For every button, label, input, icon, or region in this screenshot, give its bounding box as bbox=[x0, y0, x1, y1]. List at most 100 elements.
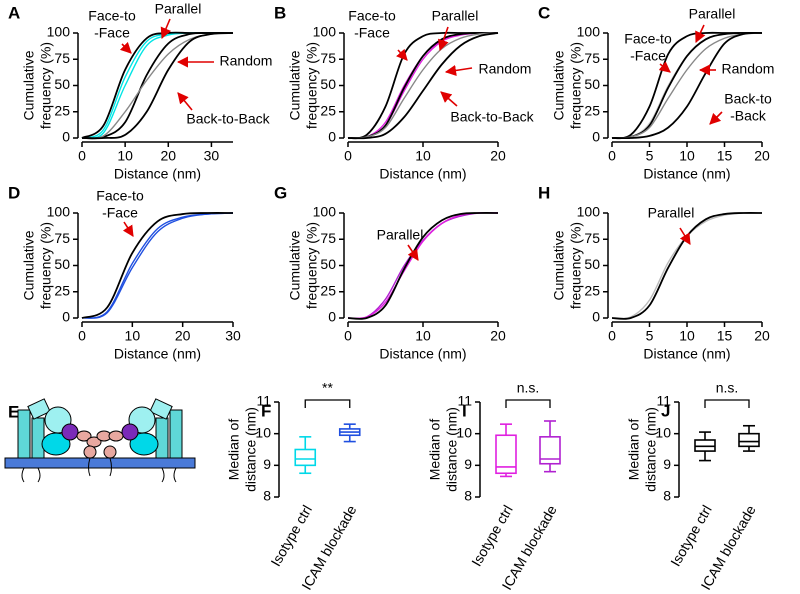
annotation: Parallel bbox=[689, 6, 736, 22]
domain bbox=[17, 409, 31, 459]
annotation-arrow bbox=[440, 91, 458, 107]
y-tick-label: 25 bbox=[54, 282, 70, 298]
y-tick-label: 0 bbox=[592, 309, 600, 325]
x-tick-label: 0 bbox=[78, 328, 86, 344]
annotation: Face-to bbox=[348, 8, 396, 24]
annotation: Random bbox=[479, 61, 532, 77]
y-tick-label: 0 bbox=[62, 309, 70, 325]
x-tick-label: 0 bbox=[344, 328, 352, 344]
domain bbox=[31, 417, 45, 459]
cdf-line bbox=[81, 212, 234, 319]
y-tick-label: 50 bbox=[320, 256, 336, 272]
annotation: Random bbox=[220, 53, 273, 69]
panel-label: E bbox=[8, 402, 19, 421]
x-axis-label: Distance (nm) bbox=[643, 166, 730, 182]
x-tick-label: 10 bbox=[679, 148, 695, 164]
y-axis-label: Cumulative bbox=[21, 50, 37, 120]
annotation: Face-to bbox=[96, 188, 144, 204]
panel-label: J bbox=[661, 401, 670, 420]
cdf-line bbox=[347, 32, 499, 139]
x-tick-label: 0 bbox=[344, 148, 352, 164]
panel-label: G bbox=[274, 183, 287, 202]
panel-label: A bbox=[8, 3, 20, 22]
x-tick-label: 15 bbox=[717, 148, 733, 164]
x-tick-label: 5 bbox=[646, 328, 654, 344]
annotation: Back-to-Back bbox=[450, 109, 534, 125]
annotation-arrow bbox=[407, 244, 419, 261]
cdf-line bbox=[611, 212, 763, 320]
icam bbox=[76, 430, 124, 459]
panel-label: F bbox=[261, 401, 271, 420]
y-tick-label: 11 bbox=[256, 393, 271, 409]
domain bbox=[155, 417, 169, 459]
y-tick-label: 100 bbox=[47, 204, 71, 220]
diagram-e: E bbox=[4, 398, 196, 483]
y-axis-label: distance (nm) bbox=[243, 407, 259, 492]
cdf-line bbox=[81, 32, 234, 140]
cdf-line bbox=[81, 212, 234, 319]
y-axis-label: Cumulative bbox=[551, 50, 567, 120]
y-axis-label: Cumulative bbox=[287, 230, 303, 300]
domain bbox=[149, 398, 173, 420]
annotation-arrow bbox=[658, 61, 671, 73]
y-axis-label: frequency (%) bbox=[568, 42, 584, 129]
x-tick-label: 10 bbox=[415, 328, 431, 344]
y-tick-label: 50 bbox=[584, 76, 600, 92]
x-tick-label: 20 bbox=[160, 148, 176, 164]
y-tick-label: 0 bbox=[328, 309, 336, 325]
y-tick-label: 75 bbox=[54, 230, 70, 246]
x-axis-label: Distance (nm) bbox=[379, 346, 466, 362]
annotation: Parallel bbox=[377, 227, 424, 243]
cdf-line bbox=[81, 212, 234, 319]
annotation-arrow bbox=[122, 221, 134, 237]
category-label: Isotype ctrl bbox=[468, 502, 516, 569]
annotation: -Back bbox=[730, 108, 767, 124]
domain bbox=[121, 423, 139, 441]
annotation-arrow bbox=[396, 48, 408, 61]
annotation-arrow bbox=[709, 111, 723, 125]
category-label: Isotype ctrl bbox=[267, 502, 315, 569]
panel-label: D bbox=[8, 183, 20, 202]
significance-bracket bbox=[704, 399, 750, 408]
y-tick-label: 11 bbox=[656, 393, 671, 409]
y-tick-label: 8 bbox=[464, 488, 472, 504]
box bbox=[738, 432, 760, 448]
cdf-line bbox=[611, 212, 763, 320]
y-tick-label: 75 bbox=[584, 230, 600, 246]
x-tick-label: 10 bbox=[125, 328, 141, 344]
y-tick-label: 11 bbox=[457, 393, 472, 409]
y-tick-label: 25 bbox=[320, 102, 336, 118]
x-tick-label: 20 bbox=[175, 328, 191, 344]
x-tick-label: 0 bbox=[608, 328, 616, 344]
y-tick-label: 100 bbox=[313, 204, 337, 220]
significance-bracket bbox=[304, 399, 351, 408]
annotation: Random bbox=[722, 61, 775, 77]
annotation: Parallel bbox=[155, 1, 202, 17]
membrane bbox=[4, 457, 196, 469]
cdf-line bbox=[611, 32, 763, 140]
category-label: Isotype ctrl bbox=[667, 502, 715, 569]
y-tick-label: 75 bbox=[54, 50, 70, 66]
y-tick-label: 100 bbox=[577, 24, 601, 40]
x-tick-label: 0 bbox=[608, 148, 616, 164]
annotation-arrow bbox=[438, 26, 449, 52]
x-tick-label: 20 bbox=[754, 148, 770, 164]
y-tick-label: 8 bbox=[663, 488, 671, 504]
y-tick-label: 50 bbox=[54, 256, 70, 272]
x-tick-label: 20 bbox=[754, 328, 770, 344]
y-axis-label: Cumulative bbox=[551, 230, 567, 300]
y-tick-label: 9 bbox=[663, 456, 671, 472]
significance: n.s. bbox=[517, 380, 540, 396]
x-tick-label: 10 bbox=[679, 328, 695, 344]
annotation: -Face bbox=[94, 25, 130, 41]
box bbox=[294, 448, 317, 467]
annotation: Back-to-Back bbox=[186, 111, 270, 127]
box bbox=[539, 436, 561, 465]
annotation: -Face bbox=[630, 48, 666, 64]
y-tick-label: 0 bbox=[328, 129, 336, 145]
significance: ** bbox=[322, 380, 333, 396]
x-tick-label: 5 bbox=[646, 148, 654, 164]
y-axis-label: frequency (%) bbox=[38, 42, 54, 129]
x-tick-label: 30 bbox=[204, 148, 220, 164]
